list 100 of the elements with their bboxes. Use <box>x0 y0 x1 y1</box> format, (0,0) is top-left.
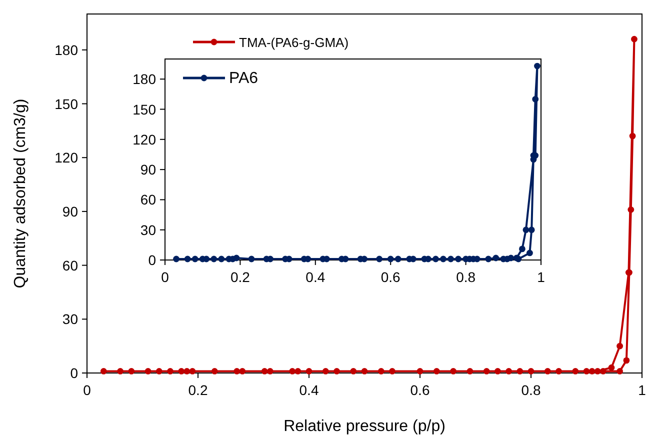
point <box>522 226 530 234</box>
x-axis-title: Relative pressure (p/p) <box>284 418 446 435</box>
point <box>432 256 439 262</box>
point <box>361 256 368 262</box>
point <box>492 254 500 262</box>
point <box>322 368 329 374</box>
point <box>528 226 535 234</box>
y-tick-label: 150 <box>132 101 156 118</box>
point <box>583 368 590 374</box>
y-axis-title: Quantity adsorbed (cm3/g) <box>12 98 29 288</box>
point <box>440 256 446 262</box>
point <box>416 368 424 374</box>
x-tick-label: 0 <box>161 269 170 285</box>
y-tick-label: 0 <box>70 365 78 381</box>
x-tick-label: 0.2 <box>188 382 208 398</box>
point <box>485 256 492 262</box>
point <box>494 368 501 374</box>
x-tick-label: 0.6 <box>380 269 401 285</box>
point <box>628 206 634 213</box>
point <box>289 368 296 374</box>
y-tick-label: 30 <box>62 311 78 328</box>
y-tick-label: 30 <box>140 222 156 238</box>
point <box>516 368 524 374</box>
point <box>267 256 274 262</box>
y-tick-label: 60 <box>62 257 78 274</box>
point <box>394 256 402 262</box>
legend-label: TMA-(PA6-g-GMA) <box>239 35 349 50</box>
point <box>211 368 218 374</box>
point <box>144 368 152 374</box>
point <box>556 368 562 374</box>
point <box>128 368 135 374</box>
point <box>455 256 462 262</box>
point <box>100 368 107 374</box>
point <box>616 368 623 374</box>
point <box>572 368 579 374</box>
point <box>450 368 456 374</box>
point <box>623 357 630 364</box>
point <box>466 368 474 374</box>
point <box>233 254 240 262</box>
point <box>167 368 174 374</box>
point <box>156 368 162 374</box>
point <box>173 256 180 262</box>
point <box>448 256 454 262</box>
point <box>600 368 606 374</box>
point <box>184 256 191 262</box>
point <box>376 256 383 262</box>
point <box>425 256 432 262</box>
point <box>239 368 246 374</box>
x-tick-label: 0.6 <box>410 382 430 398</box>
point <box>378 368 384 374</box>
x-tick-label: 0.4 <box>299 382 319 398</box>
point <box>594 368 601 374</box>
y-tick-label: 120 <box>54 150 78 166</box>
point <box>433 368 440 374</box>
point <box>189 368 196 374</box>
point <box>519 246 526 252</box>
point <box>361 368 368 374</box>
point <box>350 368 357 374</box>
x-tick-label: 0.4 <box>306 269 326 285</box>
x-tick-label: 0.8 <box>521 382 541 398</box>
point <box>234 368 240 374</box>
point <box>532 96 539 102</box>
point <box>608 364 615 371</box>
point <box>387 256 394 262</box>
point <box>483 368 490 374</box>
y-tick-label: 60 <box>140 192 156 208</box>
y-tick-label: 0 <box>148 252 156 268</box>
point <box>178 368 185 374</box>
point <box>616 342 623 350</box>
point <box>210 256 218 262</box>
x-tick-label: 1 <box>537 269 546 285</box>
x-tick-label: 0 <box>83 382 92 398</box>
point <box>184 368 190 374</box>
x-tick-label: 0.2 <box>230 269 250 285</box>
point <box>534 62 540 70</box>
point <box>334 368 340 374</box>
point <box>218 256 225 262</box>
y-tick-label: 150 <box>54 96 78 112</box>
legend-label: PA6 <box>229 70 258 87</box>
point <box>294 368 302 374</box>
point <box>248 256 255 262</box>
y-tick-label: 120 <box>132 131 156 148</box>
point <box>306 368 312 374</box>
point <box>526 250 533 256</box>
point <box>261 368 268 374</box>
point <box>528 368 534 374</box>
point <box>192 256 198 262</box>
y-tick-label: 180 <box>54 42 78 58</box>
point <box>506 368 512 374</box>
point <box>389 368 396 374</box>
y-tick-label: 90 <box>62 203 78 220</box>
point <box>631 36 638 42</box>
x-tick-label: 1 <box>638 382 646 398</box>
point <box>629 132 636 140</box>
y-tick-label: 90 <box>140 162 156 178</box>
point <box>117 368 124 374</box>
x-tick-label: 0.8 <box>456 269 476 285</box>
y-tick-label: 180 <box>132 71 156 88</box>
point <box>544 368 551 374</box>
point <box>266 368 274 374</box>
